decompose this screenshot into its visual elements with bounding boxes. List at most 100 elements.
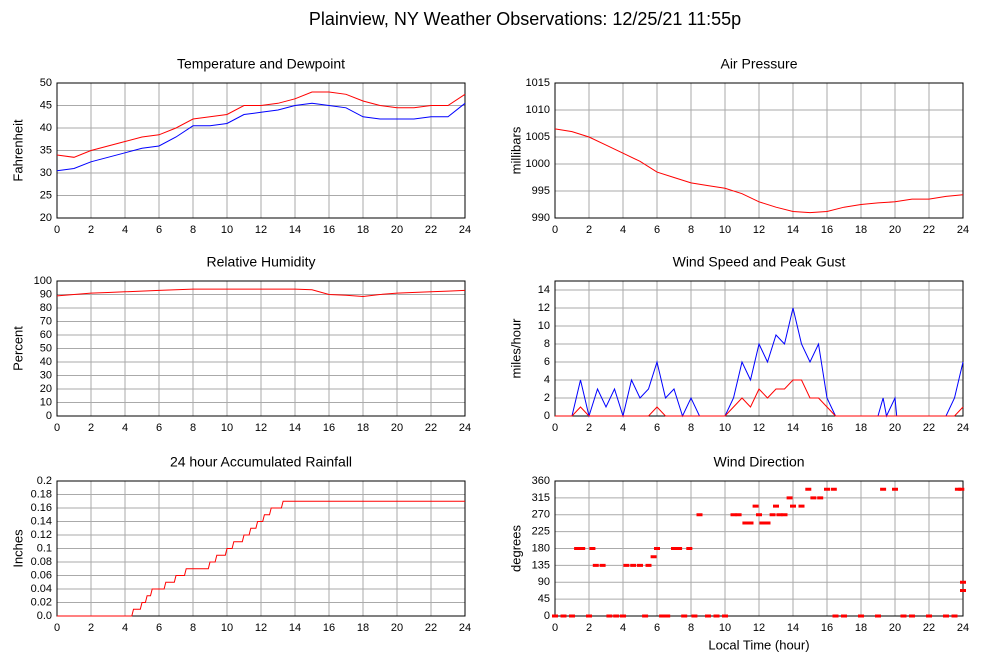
x-tick-label: 4 (620, 224, 626, 236)
y-tick-label: 0.1 (37, 542, 52, 554)
data-point (735, 513, 742, 517)
x-tick-label: 16 (821, 422, 833, 434)
y-tick-label: 40 (40, 356, 52, 368)
data-point (958, 487, 965, 491)
x-tick-label: 16 (821, 622, 833, 634)
x-tick-label: 20 (889, 224, 901, 236)
y-tick-label: 12 (538, 302, 550, 314)
x-tick-label: 10 (719, 224, 731, 236)
plot-frame (56, 480, 466, 617)
data-point (776, 513, 783, 517)
x-tick-label: 22 (425, 622, 437, 634)
data-point (892, 487, 898, 491)
y-tick-label: 30 (40, 167, 52, 179)
data-point (650, 555, 657, 559)
data-point (943, 614, 949, 618)
y-tick-label: 0 (46, 410, 52, 422)
x-tick-label: 18 (855, 422, 867, 434)
data-line (57, 500, 465, 617)
x-tick-label: 24 (957, 224, 969, 236)
plot-frame (56, 82, 466, 219)
panel-title: Wind Direction (713, 454, 804, 470)
x-tick-label: 0 (54, 422, 60, 434)
data-point (705, 614, 711, 618)
data-point (659, 614, 666, 618)
data-point (613, 614, 620, 618)
data-line (56, 288, 466, 298)
x-tick-label: 10 (221, 224, 233, 236)
data-point (730, 513, 737, 517)
data-point (900, 614, 907, 618)
x-tick-label: 14 (787, 224, 799, 236)
x-tick-label: 10 (221, 422, 233, 434)
data-point (630, 563, 637, 567)
y-tick-label: 0 (544, 610, 550, 622)
data-point (599, 563, 606, 567)
data-point (790, 504, 796, 508)
plot-frame (554, 480, 964, 617)
y-tick-label: 25 (40, 189, 52, 201)
x-tick-label: 18 (855, 622, 867, 634)
x-tick-label: 8 (688, 622, 694, 634)
x-tick-label: 20 (889, 622, 901, 634)
x-tick-label: 16 (323, 224, 335, 236)
y-tick-label: 90 (538, 576, 550, 588)
data-line (555, 307, 964, 418)
y-tick-label: 1005 (526, 131, 550, 143)
x-tick-label: 20 (391, 622, 403, 634)
data-point (880, 487, 887, 491)
x-tick-label: 14 (289, 224, 301, 236)
y-tick-label: 35 (40, 144, 52, 156)
x-tick-label: 18 (357, 622, 369, 634)
y-tick-label: 0.14 (31, 515, 52, 527)
x-tick-label: 22 (923, 224, 935, 236)
data-line (56, 91, 466, 158)
x-tick-label: 20 (391, 224, 403, 236)
x-tick-label: 0 (552, 224, 558, 236)
panel-title: Wind Speed and Peak Gust (673, 254, 846, 270)
y-tick-label: 6 (544, 356, 550, 368)
y-tick-label: 60 (40, 329, 52, 341)
data-point (805, 487, 812, 491)
y-tick-label: 990 (532, 212, 550, 224)
data-point (664, 614, 671, 618)
y-tick-label: 2 (544, 392, 550, 404)
y-tick-label: 10 (538, 320, 550, 332)
y-tick-label: 4 (544, 374, 550, 386)
x-tick-label: 14 (787, 622, 799, 634)
data-line (56, 102, 466, 172)
data-point (832, 614, 839, 618)
x-tick-label: 6 (156, 622, 162, 634)
y-tick-label: 0.2 (37, 475, 52, 487)
x-tick-label: 12 (753, 224, 765, 236)
y-tick-label: 50 (40, 342, 52, 354)
x-tick-label: 12 (255, 422, 267, 434)
data-point (756, 513, 762, 517)
y-axis-label: millibars (508, 126, 523, 174)
x-tick-label: 22 (425, 224, 437, 236)
data-point (654, 547, 660, 550)
data-point (642, 614, 649, 618)
x-tick-label: 6 (654, 422, 660, 434)
x-tick-label: 6 (654, 622, 660, 634)
x-tick-label: 6 (654, 224, 660, 236)
x-tick-label: 12 (255, 224, 267, 236)
y-tick-label: 270 (532, 509, 550, 521)
y-tick-label: 1000 (526, 158, 550, 170)
y-tick-label: 0 (544, 410, 550, 422)
x-tick-label: 10 (719, 622, 731, 634)
x-tick-label: 16 (323, 622, 335, 634)
data-point (691, 614, 698, 618)
y-tick-label: 0.02 (31, 596, 52, 608)
data-point (722, 614, 728, 618)
y-tick-label: 315 (532, 492, 550, 504)
data-point (759, 521, 766, 525)
y-tick-label: 45 (40, 99, 52, 111)
data-point (574, 547, 581, 550)
y-tick-label: 10 (40, 396, 52, 408)
y-axis-label: miles/hour (508, 318, 523, 379)
y-tick-label: 1010 (526, 104, 550, 116)
data-point (769, 513, 776, 517)
data-point (592, 563, 599, 567)
y-axis-label: Fahrenheit (10, 119, 25, 182)
